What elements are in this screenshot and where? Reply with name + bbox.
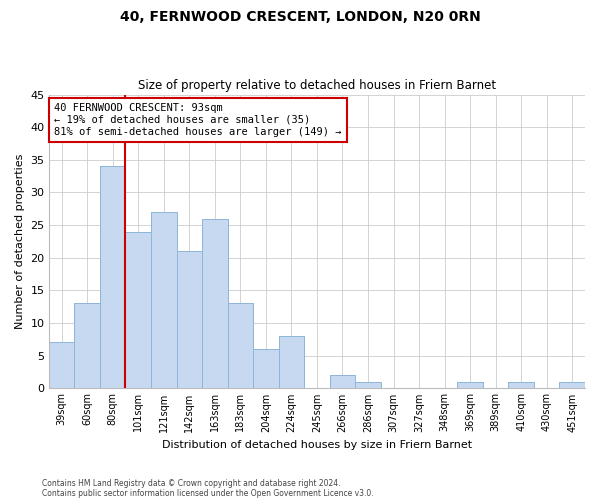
Text: 40, FERNWOOD CRESCENT, LONDON, N20 0RN: 40, FERNWOOD CRESCENT, LONDON, N20 0RN	[119, 10, 481, 24]
Bar	[329, 375, 355, 388]
Text: Contains HM Land Registry data © Crown copyright and database right 2024.: Contains HM Land Registry data © Crown c…	[42, 478, 341, 488]
Bar	[100, 166, 125, 388]
Bar	[227, 304, 253, 388]
Bar	[559, 382, 585, 388]
Title: Size of property relative to detached houses in Friern Barnet: Size of property relative to detached ho…	[138, 79, 496, 92]
Bar	[253, 349, 278, 388]
Bar	[355, 382, 381, 388]
Text: Contains public sector information licensed under the Open Government Licence v3: Contains public sector information licen…	[42, 488, 374, 498]
Text: 40 FERNWOOD CRESCENT: 93sqm
← 19% of detached houses are smaller (35)
81% of sem: 40 FERNWOOD CRESCENT: 93sqm ← 19% of det…	[54, 104, 342, 136]
Bar	[49, 342, 74, 388]
X-axis label: Distribution of detached houses by size in Friern Barnet: Distribution of detached houses by size …	[162, 440, 472, 450]
Y-axis label: Number of detached properties: Number of detached properties	[15, 154, 25, 329]
Bar	[202, 218, 227, 388]
Bar	[74, 304, 100, 388]
Bar	[508, 382, 534, 388]
Bar	[151, 212, 176, 388]
Bar	[125, 232, 151, 388]
Bar	[278, 336, 304, 388]
Bar	[176, 251, 202, 388]
Bar	[457, 382, 483, 388]
